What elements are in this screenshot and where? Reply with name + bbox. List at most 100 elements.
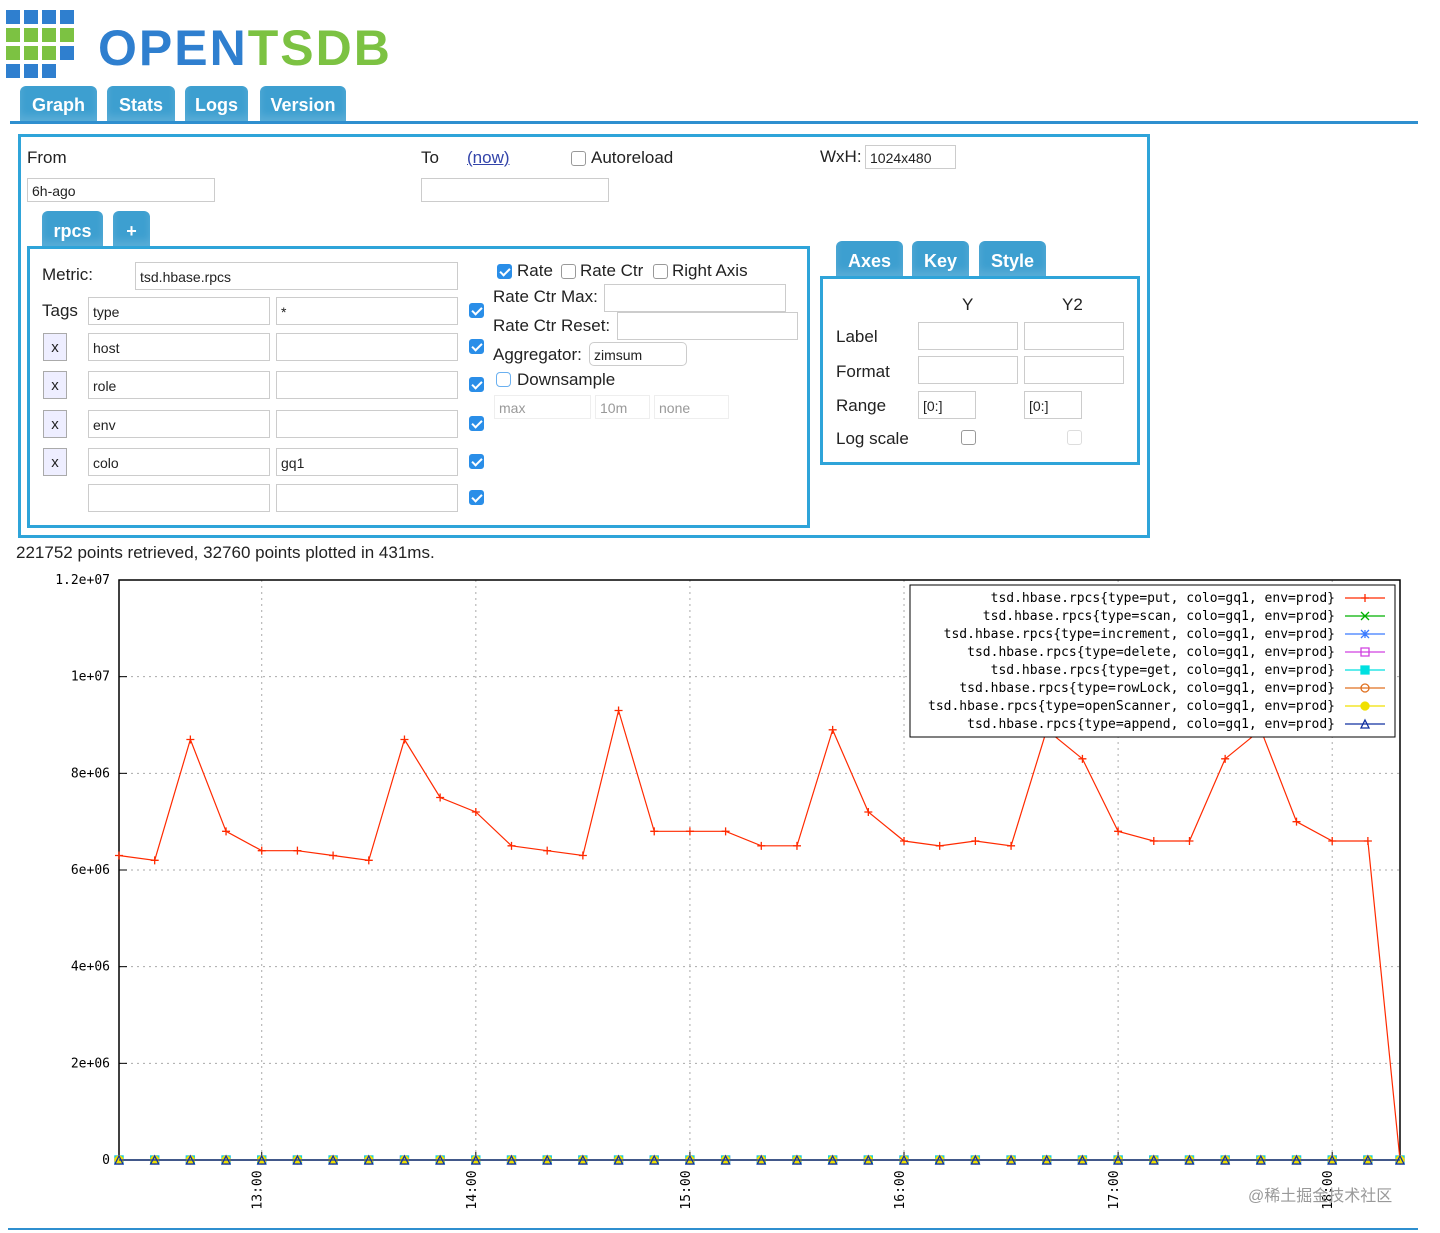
from-label: From — [27, 148, 67, 167]
logo-icon — [6, 10, 74, 78]
tab-stats[interactable]: Stats — [107, 86, 175, 122]
aggregator-label: Aggregator: — [493, 345, 582, 364]
data-point — [720, 1154, 731, 1165]
legend-marker — [1361, 594, 1369, 602]
axes-panel — [820, 276, 1140, 465]
data-point — [900, 837, 909, 845]
add-metric-tab[interactable]: + — [113, 211, 150, 247]
tab-graph[interactable]: Graph — [20, 86, 97, 122]
style-tab[interactable]: Style — [979, 241, 1046, 277]
data-point — [756, 1154, 767, 1165]
y-tick-label: 6e+06 — [71, 863, 110, 878]
tag-value-input[interactable] — [276, 484, 458, 512]
data-point — [577, 1154, 588, 1165]
bottom-rule — [8, 1228, 1418, 1230]
remove-tag-button[interactable]: x — [43, 448, 67, 476]
tag-key-input[interactable]: host — [88, 333, 270, 361]
ds-interval-input[interactable]: 10m — [595, 395, 650, 419]
autoreload-checkbox[interactable] — [571, 151, 586, 166]
to-label: To — [421, 148, 439, 167]
tag-key-input[interactable]: role — [88, 371, 270, 399]
data-point — [329, 851, 338, 860]
rate-ctr-max-label: Rate Ctr Max: — [493, 287, 598, 306]
remove-tag-button[interactable]: x — [43, 333, 67, 361]
tag-value-input[interactable] — [276, 371, 458, 399]
data-point — [791, 1154, 803, 1165]
from-input[interactable]: 6h-ago — [27, 178, 215, 202]
downsample-checkbox[interactable] — [496, 372, 511, 387]
data-point — [542, 1154, 553, 1165]
y2-range-input[interactable]: [0:] — [1024, 391, 1082, 419]
legend-marker — [1360, 683, 1370, 693]
ds-fill-select[interactable]: none — [654, 395, 729, 419]
wxh-input[interactable]: 1024x480 — [865, 145, 956, 169]
tag-value-input[interactable]: * — [276, 297, 458, 325]
metric-input[interactable]: tsd.hbase.rpcs — [135, 262, 458, 290]
tag-value-input[interactable] — [276, 410, 458, 438]
data-point — [971, 837, 980, 845]
axes-tab[interactable]: Axes — [836, 241, 903, 277]
data-point — [757, 841, 766, 850]
y-log-checkbox[interactable] — [961, 430, 976, 445]
rate-ctr-max-input[interactable] — [604, 284, 786, 312]
legend-label: tsd.hbase.rpcs{type=rowLock, colo=gq1, e… — [959, 681, 1335, 696]
data-point — [293, 846, 302, 855]
y2-column: Y2 — [1062, 295, 1083, 314]
data-point — [220, 1154, 232, 1165]
tab-version[interactable]: Version — [260, 86, 346, 122]
data-point — [1148, 1154, 1159, 1165]
rate-checkbox[interactable] — [497, 264, 512, 279]
y2-format-input[interactable] — [1024, 356, 1124, 384]
legend-label: tsd.hbase.rpcs{type=get, colo=gq1, env=p… — [991, 663, 1335, 678]
y-range-input[interactable]: [0:] — [918, 391, 976, 419]
data-point — [792, 841, 801, 850]
ds-function-select[interactable]: max — [494, 395, 591, 419]
rate-ctr-reset-input[interactable] — [617, 312, 798, 340]
to-input[interactable] — [421, 178, 609, 202]
data-point — [1362, 1154, 1373, 1165]
chart: 0 2e+06 4e+06 6e+06 8e+06 1e+07 1.2e+07 13:00 14… — [55, 573, 1406, 1210]
aggregator-select[interactable]: zimsum — [589, 342, 687, 366]
y-label-input[interactable] — [918, 322, 1018, 350]
right-axis-checkbox[interactable] — [653, 264, 668, 279]
tag-key-input[interactable]: colo — [88, 448, 270, 476]
data-point — [1328, 837, 1337, 845]
data-point — [684, 1154, 695, 1165]
tag-key-input[interactable]: env — [88, 410, 270, 438]
tag-key-input[interactable] — [88, 484, 270, 512]
y2-label-input[interactable] — [1024, 322, 1124, 350]
key-tab[interactable]: Key — [912, 241, 969, 277]
now-link[interactable]: (now) — [467, 148, 510, 167]
y2-log-checkbox[interactable] — [1067, 430, 1082, 445]
tag-group-checkbox[interactable] — [469, 377, 484, 392]
data-point — [649, 1154, 660, 1165]
x-tick-label: 16:00 — [893, 1170, 908, 1209]
rate-label: Rate — [517, 261, 553, 280]
y-tick-label: 0 — [102, 1153, 110, 1168]
tag-group-checkbox[interactable] — [469, 490, 484, 505]
tag-key-input[interactable]: type — [88, 297, 270, 325]
legend-marker — [1360, 701, 1370, 711]
tag-group-checkbox[interactable] — [469, 303, 484, 318]
tag-group-checkbox[interactable] — [469, 416, 484, 431]
data-point — [970, 1154, 981, 1165]
legend-marker — [1360, 611, 1370, 621]
tag-value-input[interactable] — [276, 333, 458, 361]
tab-logs[interactable]: Logs — [185, 86, 248, 122]
rate-ctr-label: Rate Ctr — [580, 261, 644, 280]
legend-marker — [1360, 647, 1370, 657]
tag-value-input[interactable]: gq1 — [276, 448, 458, 476]
legend-label: tsd.hbase.rpcs{type=scan, colo=gq1, env=… — [983, 609, 1335, 624]
rate-ctr-checkbox[interactable] — [561, 264, 576, 279]
y-format-input[interactable] — [918, 356, 1018, 384]
data-point — [436, 793, 445, 802]
metric-tab[interactable]: rpcs — [42, 211, 103, 247]
tag-group-checkbox[interactable] — [469, 339, 484, 354]
data-point — [399, 1154, 410, 1165]
tag-group-checkbox[interactable] — [469, 454, 484, 469]
remove-tag-button[interactable]: x — [43, 410, 67, 438]
legend-label: tsd.hbase.rpcs{type=openScanner, colo=gq… — [928, 699, 1335, 714]
x-tick-label: 17:00 — [1107, 1170, 1122, 1209]
logo-text: OPENTSDB — [98, 20, 392, 76]
remove-tag-button[interactable]: x — [43, 371, 67, 399]
